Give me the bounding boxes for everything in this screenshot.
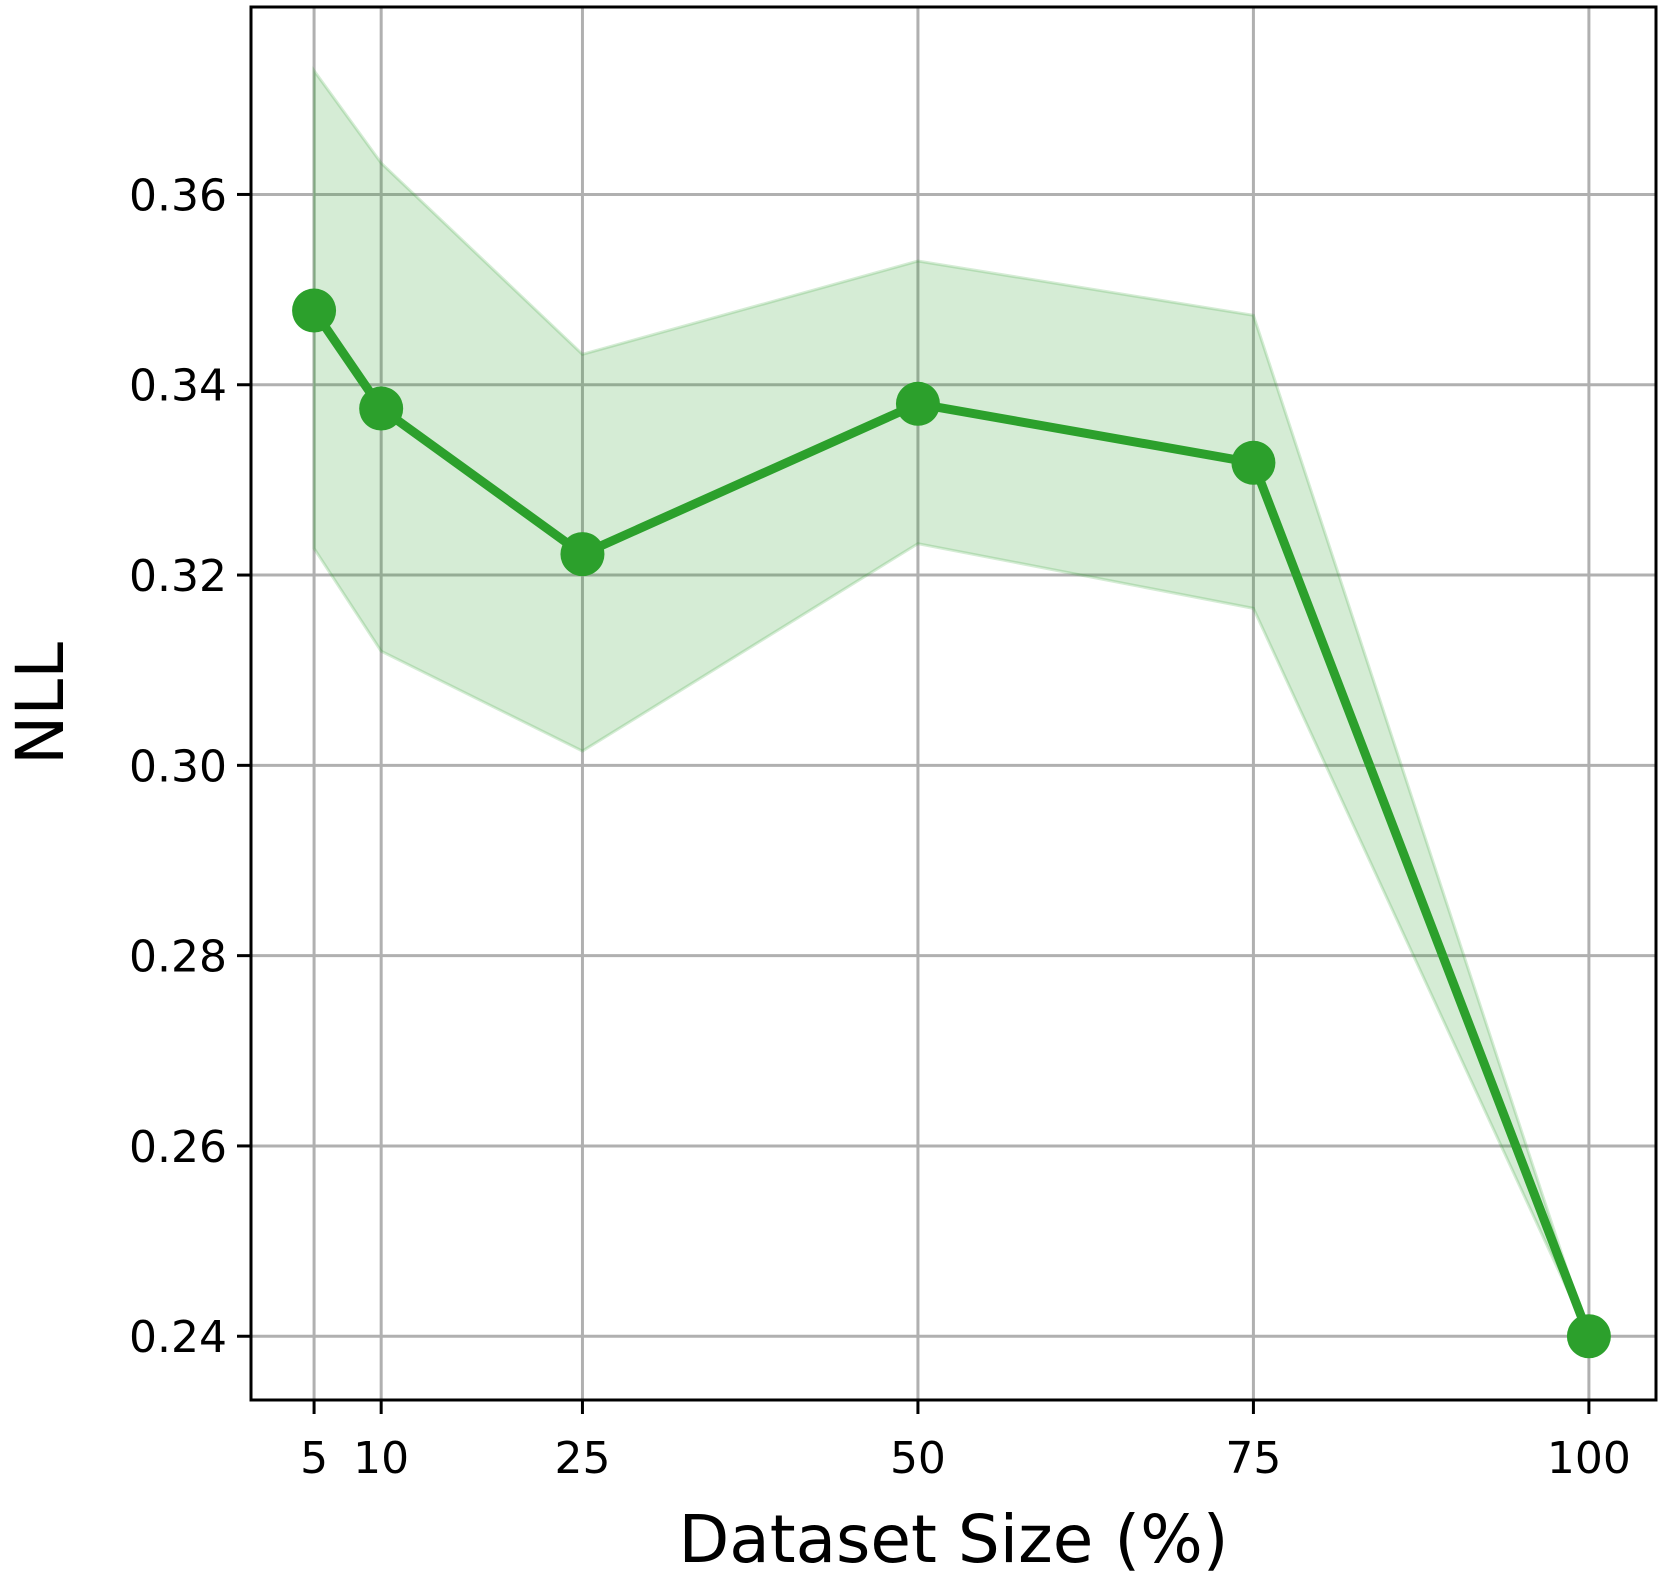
data-point — [359, 386, 404, 431]
y-tick-label: 0.36 — [129, 170, 227, 221]
y-tick-label: 0.26 — [129, 1122, 227, 1173]
data-point — [895, 381, 940, 426]
x-tick-label: 75 — [1225, 1433, 1281, 1484]
y-tick-label: 0.32 — [129, 551, 227, 602]
data-point-layer — [292, 288, 1611, 1359]
x-tick-label: 50 — [890, 1433, 946, 1484]
y-axis-label: NLL — [2, 642, 79, 765]
plot-frame — [249, 5, 1658, 1402]
data-point — [292, 288, 337, 333]
confidence-band — [312, 66, 1591, 1337]
x-tick-label: 25 — [554, 1433, 610, 1484]
y-tick-label: 0.24 — [129, 1312, 227, 1363]
x-tick-label: 5 — [300, 1433, 328, 1484]
x-axis-ticks: 5 10 25 50 75 100 — [300, 1400, 1631, 1484]
y-axis-ticks: 0.24 0.26 0.28 0.30 0.32 0.34 0.36 — [129, 170, 251, 1363]
data-point — [560, 532, 605, 577]
data-point — [1231, 440, 1276, 485]
y-tick-label: 0.34 — [129, 361, 227, 412]
confidence-band-layer — [312, 66, 1591, 1337]
grid — [251, 7, 1656, 1400]
y-tick-label: 0.28 — [129, 932, 227, 983]
data-point — [1566, 1314, 1611, 1359]
x-tick-label: 100 — [1547, 1433, 1631, 1484]
x-axis-label: Dataset Size (%) — [678, 1501, 1228, 1575]
y-tick-label: 0.30 — [129, 741, 227, 792]
x-tick-label: 10 — [353, 1433, 409, 1484]
